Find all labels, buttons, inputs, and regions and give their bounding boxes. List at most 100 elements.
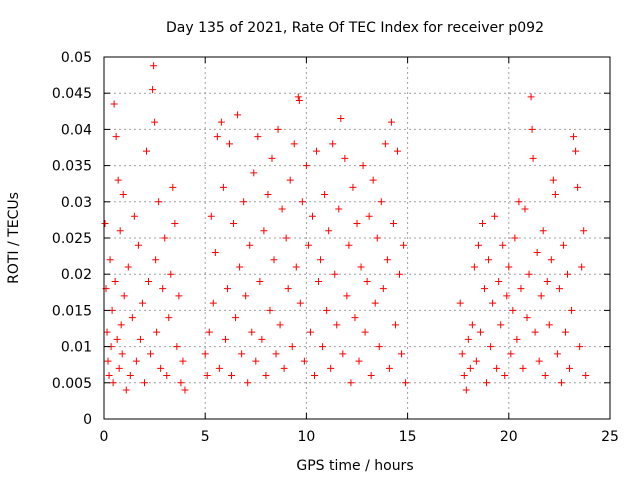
x-tick-label: 0 xyxy=(100,429,109,445)
data-point xyxy=(248,328,256,336)
data-point xyxy=(286,176,294,184)
data-point xyxy=(205,328,213,336)
data-point xyxy=(402,379,410,387)
data-point xyxy=(242,292,250,300)
data-point xyxy=(389,220,397,228)
y-tick-label: 0.05 xyxy=(61,50,92,66)
data-point xyxy=(523,314,531,322)
data-point xyxy=(331,270,339,278)
data-point xyxy=(497,321,505,329)
data-point xyxy=(553,350,561,358)
data-point xyxy=(120,292,128,300)
y-tick-label: 0.035 xyxy=(52,159,92,175)
data-point xyxy=(361,328,369,336)
data-point xyxy=(396,270,404,278)
data-point xyxy=(489,299,497,307)
data-point xyxy=(369,176,377,184)
data-point xyxy=(262,372,270,380)
data-point xyxy=(547,256,555,264)
y-tick-label: 0.04 xyxy=(61,122,92,138)
data-point xyxy=(105,372,113,380)
data-point xyxy=(302,162,310,170)
data-point xyxy=(111,277,119,285)
data-point xyxy=(503,292,511,300)
data-point xyxy=(238,350,246,358)
y-tick-label: 0.045 xyxy=(52,86,92,102)
data-point xyxy=(456,299,464,307)
y-tick-label: 0.03 xyxy=(61,195,92,211)
data-point xyxy=(474,241,482,249)
data-point xyxy=(230,220,238,228)
data-point xyxy=(157,364,165,372)
data-point xyxy=(337,115,345,123)
data-points xyxy=(101,62,590,394)
data-point xyxy=(580,227,588,235)
data-point xyxy=(260,227,268,235)
data-point xyxy=(563,270,571,278)
x-tick-label: 20 xyxy=(500,429,518,445)
data-point xyxy=(145,277,153,285)
data-point xyxy=(152,256,160,264)
data-point xyxy=(147,350,155,358)
data-point xyxy=(169,183,177,191)
data-point xyxy=(476,328,484,336)
data-point xyxy=(541,372,549,380)
chart-title: Day 135 of 2021, Rate Of TEC Index for r… xyxy=(166,20,544,36)
data-point xyxy=(126,372,134,380)
data-point xyxy=(568,306,576,314)
data-point xyxy=(315,277,323,285)
data-point xyxy=(101,220,109,228)
data-point xyxy=(487,343,495,351)
data-point xyxy=(167,270,175,278)
data-point xyxy=(110,100,118,108)
data-point xyxy=(507,350,515,358)
data-point xyxy=(495,277,503,285)
data-point xyxy=(114,176,122,184)
data-point xyxy=(319,343,327,351)
data-point xyxy=(165,314,173,322)
data-point xyxy=(292,263,300,271)
data-point xyxy=(201,350,209,358)
data-point xyxy=(527,93,535,101)
data-point xyxy=(335,205,343,213)
data-point xyxy=(481,285,489,293)
x-tick-label: 5 xyxy=(201,429,210,445)
data-point xyxy=(505,263,513,271)
data-point xyxy=(211,248,219,256)
data-point xyxy=(509,306,517,314)
data-point xyxy=(266,306,274,314)
data-point xyxy=(181,386,189,394)
data-point xyxy=(349,183,357,191)
y-tick-label: 0.005 xyxy=(52,376,92,392)
data-point xyxy=(290,140,298,148)
data-point xyxy=(294,93,302,101)
data-point xyxy=(215,364,223,372)
data-point xyxy=(359,162,367,170)
data-point xyxy=(549,176,557,184)
data-point xyxy=(385,364,393,372)
data-point xyxy=(134,241,142,249)
data-point xyxy=(288,343,296,351)
x-tick-label: 15 xyxy=(399,429,417,445)
data-point xyxy=(329,140,337,148)
data-point xyxy=(559,241,567,249)
data-point xyxy=(274,125,282,133)
data-point xyxy=(173,343,181,351)
y-tick-label: 0.01 xyxy=(61,340,92,356)
data-point xyxy=(551,191,559,199)
data-point xyxy=(225,140,233,148)
data-point xyxy=(119,191,127,199)
data-point xyxy=(240,198,248,206)
data-point xyxy=(258,335,266,343)
data-point xyxy=(270,256,278,264)
data-point xyxy=(161,234,169,242)
data-point xyxy=(345,241,353,249)
data-point xyxy=(163,372,171,380)
data-point xyxy=(203,372,211,380)
data-point xyxy=(217,118,225,126)
data-point xyxy=(333,321,341,329)
data-point xyxy=(555,285,563,293)
data-point xyxy=(300,357,308,365)
data-point xyxy=(250,169,258,177)
data-point xyxy=(149,86,157,94)
